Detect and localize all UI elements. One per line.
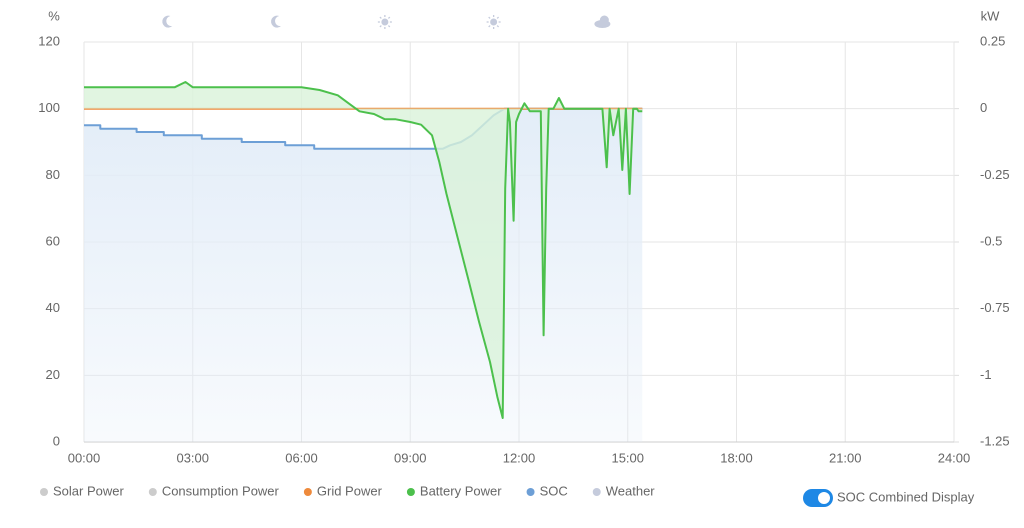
y-tick-label: 40 bbox=[46, 300, 60, 315]
y2-tick-label: 0.25 bbox=[980, 33, 1005, 48]
moon bbox=[271, 15, 282, 28]
legend-label: Battery Power bbox=[420, 483, 502, 498]
toggle-label: SOC Combined Display bbox=[837, 489, 975, 504]
y2-tick-label: -0.25 bbox=[980, 167, 1010, 182]
area bbox=[84, 108, 643, 442]
legend-item[interactable]: Grid Power bbox=[303, 483, 383, 498]
legend-label: Weather bbox=[606, 483, 656, 498]
y-tick-label: 80 bbox=[46, 167, 60, 182]
legend-label: Consumption Power bbox=[162, 483, 280, 498]
sun-ray bbox=[379, 16, 382, 19]
sun-ray bbox=[496, 16, 500, 19]
weather-icon bbox=[594, 15, 611, 28]
legend-item[interactable]: SOC bbox=[526, 483, 568, 498]
legend-item[interactable]: Solar Power bbox=[40, 483, 124, 498]
legend-item[interactable]: Weather bbox=[592, 483, 656, 498]
sun bbox=[381, 18, 389, 26]
weather-icon bbox=[162, 15, 173, 28]
y2-tick-label: 0 bbox=[980, 100, 987, 115]
x-tick-label: 09:00 bbox=[394, 450, 427, 465]
x-tick-label: 18:00 bbox=[720, 450, 753, 465]
sun-ray bbox=[488, 16, 491, 19]
y2-tick-label: -1 bbox=[980, 367, 992, 382]
x-tick-label: 21:00 bbox=[829, 450, 862, 465]
toggle-knob bbox=[818, 492, 830, 504]
legend-marker bbox=[303, 488, 312, 496]
y2-tick-label: -0.75 bbox=[980, 300, 1010, 315]
legend-item[interactable]: Battery Power bbox=[406, 483, 502, 498]
weather-icon bbox=[486, 15, 501, 29]
x-tick-label: 00:00 bbox=[68, 450, 101, 465]
x-tick-label: 24:00 bbox=[938, 450, 971, 465]
sun-ray bbox=[387, 16, 391, 19]
legend-label: Grid Power bbox=[317, 483, 383, 498]
y-tick-label: 20 bbox=[46, 367, 60, 382]
moon bbox=[162, 15, 173, 28]
y-axis-label: % bbox=[48, 8, 60, 23]
toggle[interactable]: SOC Combined Display bbox=[803, 489, 975, 507]
sun-ray bbox=[488, 25, 491, 28]
weather-icon bbox=[271, 15, 282, 28]
x-tick-label: 03:00 bbox=[176, 450, 209, 465]
y-tick-label: 60 bbox=[46, 233, 60, 248]
line bbox=[84, 81, 643, 419]
legend-label: SOC bbox=[540, 483, 568, 498]
sun bbox=[490, 18, 498, 26]
y2-axis-label: kW bbox=[981, 8, 1001, 23]
x-tick-label: 12:00 bbox=[503, 450, 536, 465]
sun-ray bbox=[387, 25, 391, 28]
y-tick-label: 100 bbox=[38, 100, 60, 115]
y-tick-label: 120 bbox=[38, 33, 60, 48]
x-tick-label: 06:00 bbox=[285, 450, 318, 465]
y2-tick-label: -0.5 bbox=[980, 233, 1002, 248]
y-tick-label: 0 bbox=[53, 433, 60, 448]
sun-ray bbox=[496, 25, 500, 28]
weather-icon bbox=[377, 15, 392, 29]
legend-item[interactable]: Consumption Power bbox=[148, 483, 280, 498]
sun-ray bbox=[379, 25, 382, 28]
legend-marker bbox=[148, 488, 157, 496]
cloud bbox=[594, 20, 611, 28]
legend-label: Solar Power bbox=[53, 483, 124, 498]
legend-marker bbox=[406, 488, 415, 496]
x-tick-label: 15:00 bbox=[611, 450, 644, 465]
legend-marker bbox=[526, 488, 535, 496]
legend-marker bbox=[40, 488, 48, 496]
legend-marker bbox=[592, 488, 601, 496]
y2-tick-label: -1.25 bbox=[980, 433, 1010, 448]
